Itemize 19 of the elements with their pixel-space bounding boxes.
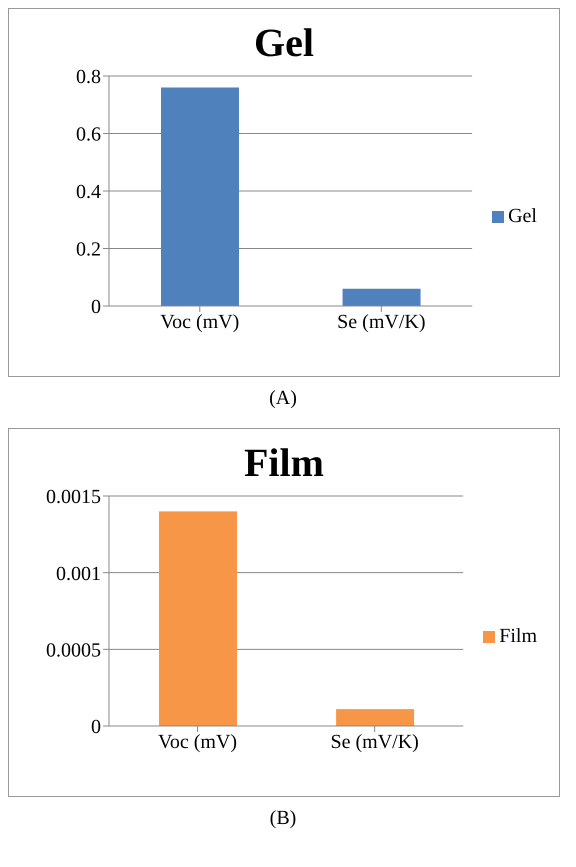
x-tick-label: Se (mV/K)	[337, 311, 426, 334]
y-tick-label: 0	[91, 296, 101, 318]
legend-label: Film	[499, 624, 537, 646]
x-tick-label: Se (mV/K)	[330, 731, 419, 754]
y-tick-label: 0.001	[56, 562, 101, 585]
y-tick-label: 0.4	[76, 181, 101, 204]
x-tick-label: Voc (mV)	[160, 311, 240, 334]
x-tick-label: Voc (mV)	[158, 731, 238, 754]
text: (A)	[268, 387, 298, 410]
chart-title: Film	[243, 439, 325, 486]
y-tick-label: 0.0015	[46, 486, 101, 508]
y-tick-label: 0.2	[76, 238, 101, 261]
y-tick-label: 0.6	[76, 124, 101, 146]
y-tick-label: 0	[91, 716, 101, 738]
y-tick-label: 0.8	[76, 66, 101, 88]
legend-label: Gel	[508, 204, 537, 226]
text: (B)	[268, 807, 298, 830]
chart-title: Gel	[253, 19, 315, 66]
y-tick-label: 0.0005	[46, 639, 101, 662]
